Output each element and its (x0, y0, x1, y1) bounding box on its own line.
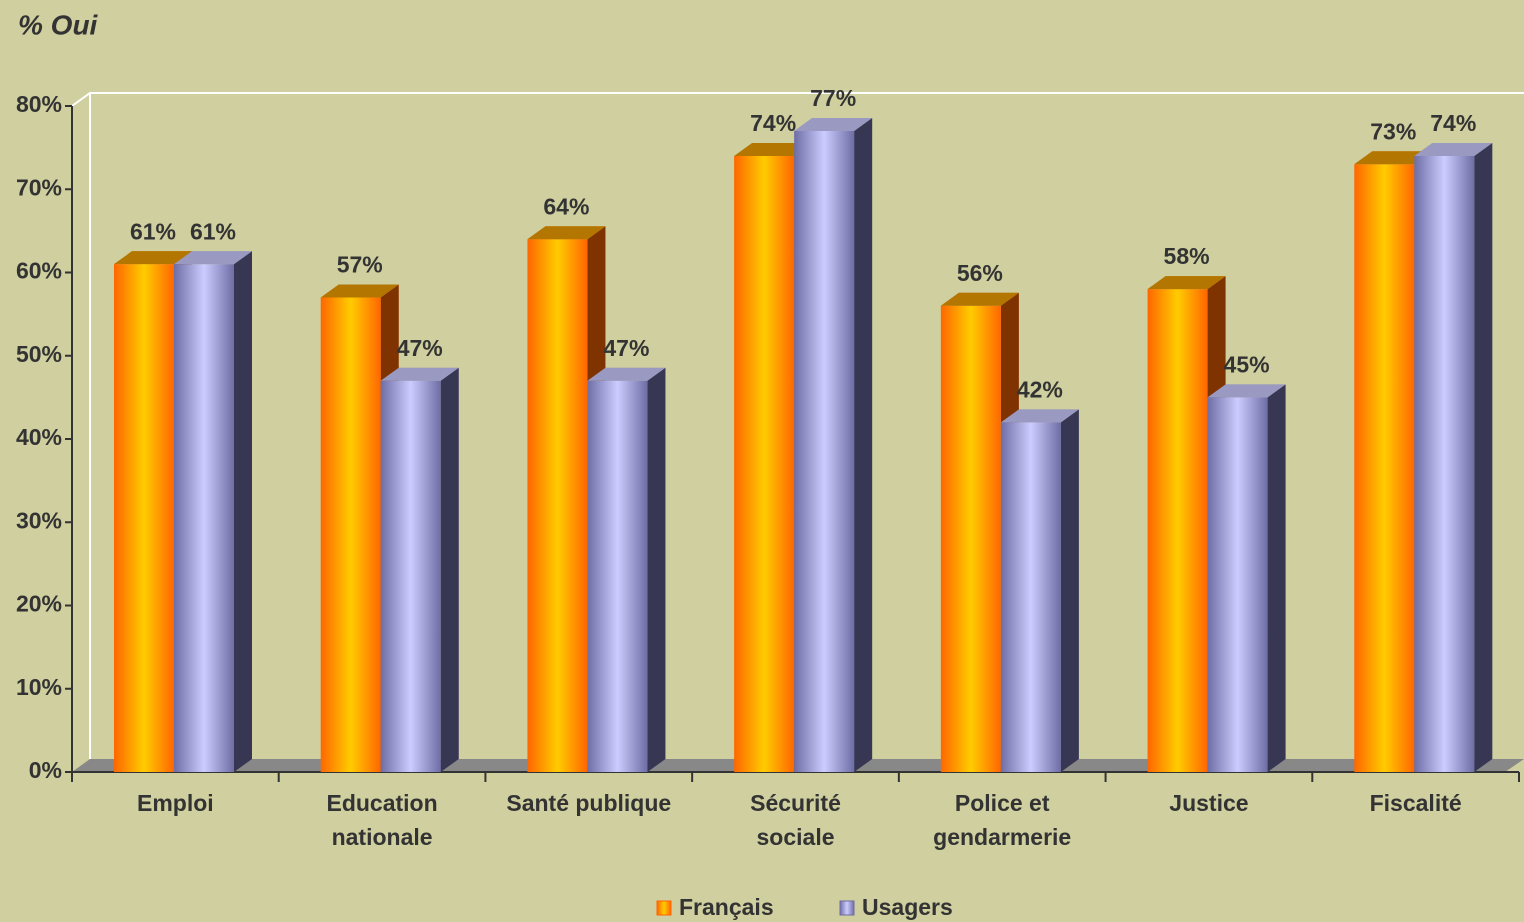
bar-top-shade (1414, 142, 1493, 156)
bar-top (794, 117, 873, 131)
bar-top (587, 367, 666, 381)
bar-top (1414, 142, 1493, 156)
bar (174, 264, 234, 772)
data-label: 61% (190, 218, 236, 244)
bar (1414, 155, 1475, 772)
data-label: 47% (397, 335, 443, 361)
y-tick-label: 50% (16, 341, 62, 367)
x-tick-label-line: Justice (1169, 790, 1248, 816)
y-tick-label: 30% (16, 507, 62, 533)
x-tick-label-line: Santé publique (506, 790, 671, 816)
bar-top (380, 367, 459, 381)
bar-top-shade (320, 284, 399, 298)
bar (527, 239, 588, 772)
bar-top-shade (1354, 151, 1433, 165)
data-label: 73% (1370, 118, 1416, 144)
bar-side-shade (647, 367, 666, 772)
data-label: 42% (1017, 376, 1063, 402)
x-tick-label: Emploi (137, 790, 214, 816)
x-tick-label-line: nationale (332, 824, 433, 850)
x-tick-label-line: sociale (757, 824, 835, 850)
x-tick-label: Santé publique (506, 790, 671, 816)
x-tick-label: Justice (1169, 790, 1248, 816)
data-label: 74% (750, 110, 796, 136)
x-tick-label: Education nationale (326, 790, 437, 850)
bar-top (1207, 384, 1286, 398)
bar-top-shade (1000, 409, 1079, 423)
bar (1354, 164, 1415, 772)
y-tick-label: 20% (16, 591, 62, 617)
chart-title: % Oui (18, 9, 99, 40)
bar (587, 380, 648, 772)
y-tick-label: 70% (16, 174, 62, 200)
x-tick-label: Police et gendarmerie (933, 790, 1071, 850)
bar (1000, 422, 1061, 772)
bar-side-shade (1267, 384, 1286, 772)
data-label: 58% (1164, 243, 1210, 269)
bar (380, 380, 441, 772)
bar (734, 155, 795, 772)
x-tick-label-line: Police et (955, 790, 1050, 816)
bar-top (1000, 409, 1079, 423)
data-label: 61% (130, 218, 176, 244)
data-label: 47% (603, 335, 649, 361)
x-tick-label-line: gendarmerie (933, 824, 1071, 850)
bar-side-shade (234, 251, 252, 773)
bar-top-shade (380, 367, 459, 381)
bar-side-shade (1474, 142, 1493, 772)
bar-top-shade (587, 367, 666, 381)
data-label: 74% (1430, 110, 1476, 136)
bar (1207, 397, 1268, 772)
x-tick-label-line: Emploi (137, 790, 214, 816)
x-tick-label: Fiscalité (1370, 790, 1462, 816)
legend-swatch (656, 900, 672, 916)
x-tick-label-line: Sécurité (750, 790, 841, 816)
bar-side-shade (854, 117, 873, 773)
data-label: 77% (810, 85, 856, 111)
x-tick-label: Sécurité sociale (750, 790, 841, 850)
bar (794, 130, 855, 773)
y-tick-label: 60% (16, 258, 62, 284)
legend-label: Usagers (862, 894, 953, 920)
data-label: 57% (337, 252, 383, 278)
bar (1147, 289, 1208, 772)
bar-top-shade (174, 251, 252, 265)
legend-swatch (839, 900, 855, 916)
y-tick-label: 40% (16, 424, 62, 450)
bar-top (174, 251, 252, 265)
bar-top-shade (527, 226, 606, 240)
bar-side-shade (1060, 409, 1079, 772)
bar-top-shade (734, 142, 813, 156)
bar-top-shade (114, 251, 192, 265)
x-tick-label-line: Fiscalité (1370, 790, 1462, 816)
x-tick-label-line: Education (326, 790, 437, 816)
bar-side-shade (440, 367, 459, 772)
bar-top-shade (1207, 384, 1286, 398)
y-tick-label: 80% (16, 91, 62, 117)
bar (940, 305, 1001, 772)
bar-top-shade (1147, 276, 1226, 290)
data-label: 64% (543, 193, 589, 219)
y-tick-label: 10% (16, 674, 62, 700)
data-label: 56% (957, 260, 1003, 286)
bar-top-shade (940, 292, 1019, 306)
data-label: 45% (1224, 351, 1270, 377)
legend-label: Français (679, 894, 774, 920)
bar (114, 264, 174, 772)
y-tick-label: 0% (29, 757, 62, 783)
bar (320, 297, 381, 772)
bar-top-shade (794, 117, 873, 131)
